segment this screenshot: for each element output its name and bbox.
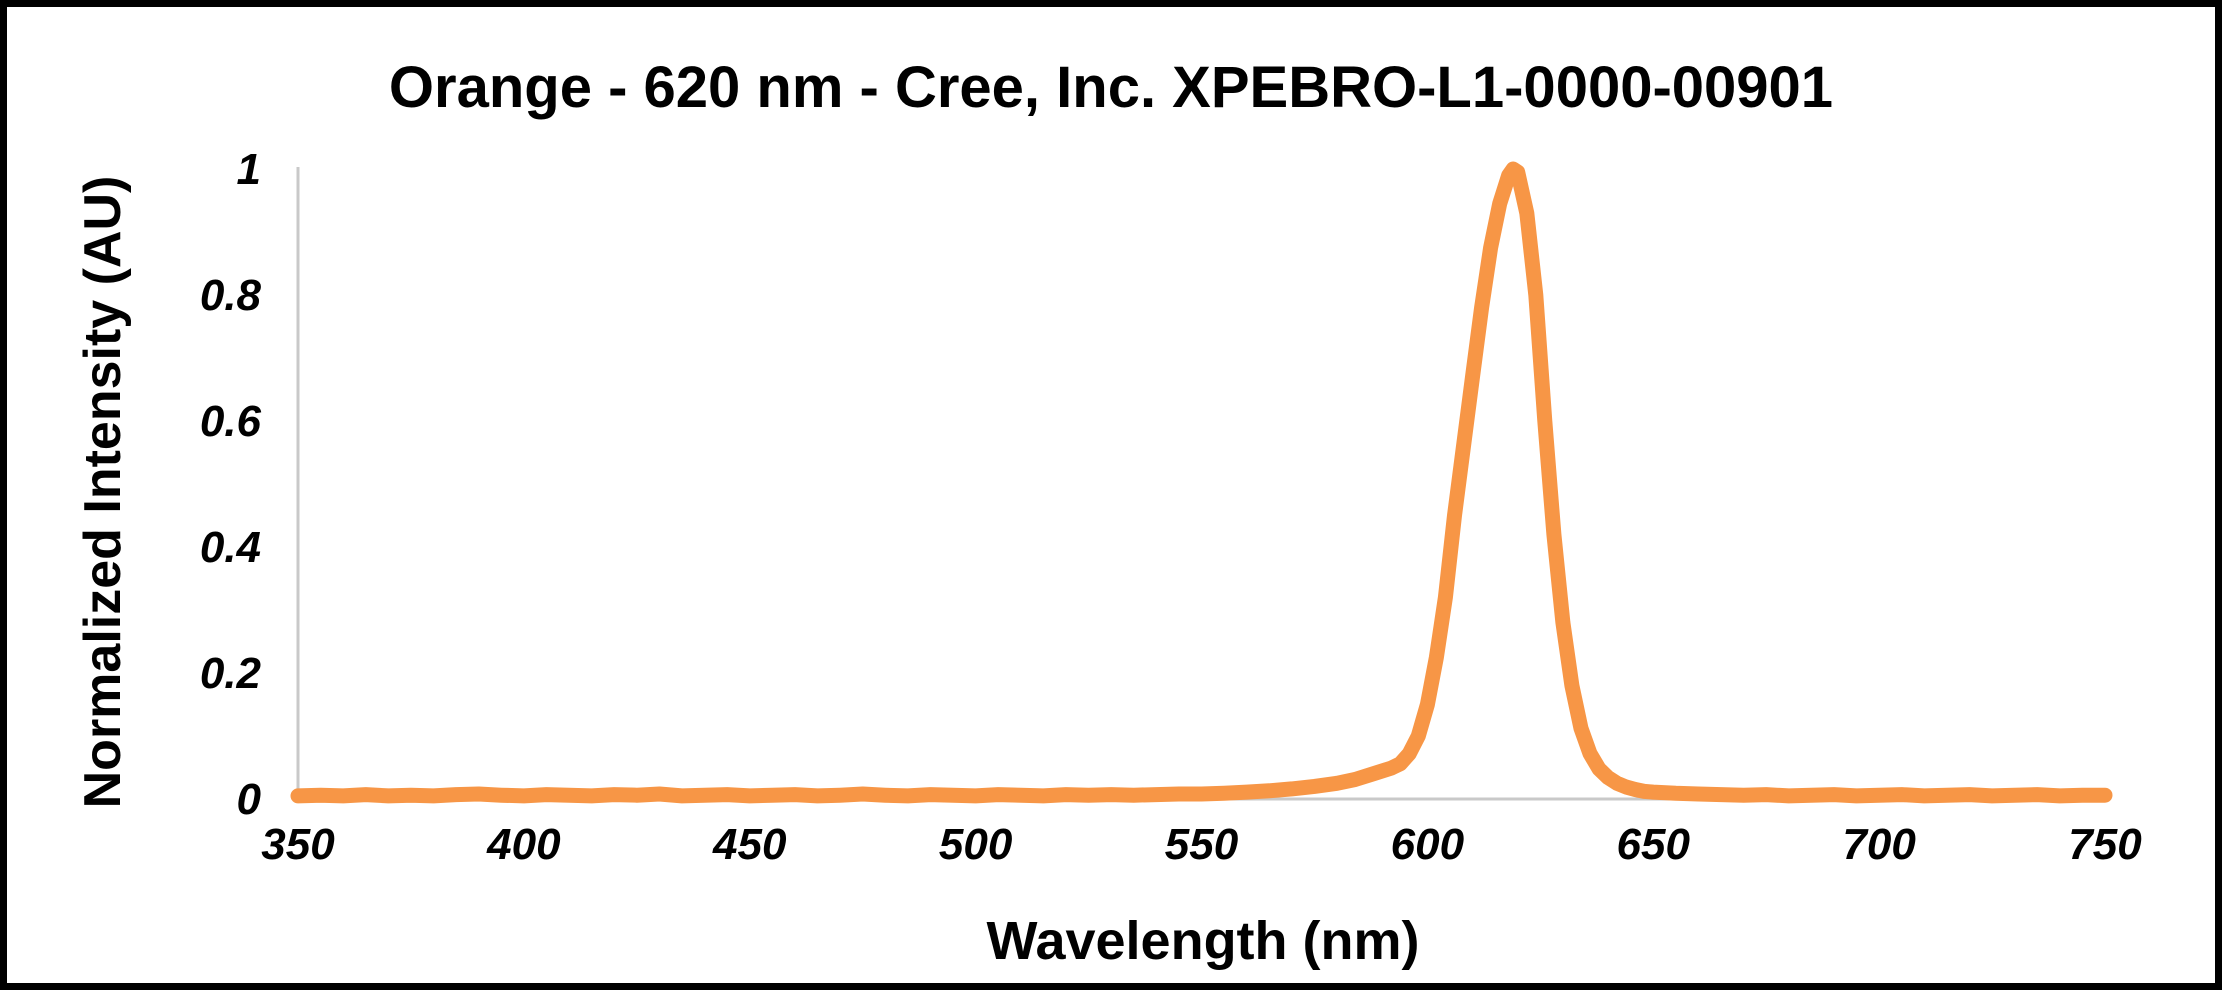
x-tick-label: 600 (1391, 820, 1465, 869)
y-tick-label: 0.2 (200, 649, 262, 698)
y-tick-label: 1 (237, 145, 261, 194)
y-tick-label: 0.6 (200, 397, 262, 446)
y-tick-label: 0 (237, 775, 262, 824)
x-tick-label: 550 (1165, 820, 1239, 869)
spectrum-curve (290, 161, 2113, 804)
x-tick-label: 700 (1842, 820, 1916, 869)
chart-title: Orange - 620 nm - Cree, Inc. XPEBRO-L1-0… (388, 55, 1834, 120)
x-tick-label: 750 (2068, 820, 2142, 869)
x-axis-title: Wavelength (nm) (986, 911, 1420, 971)
x-tick-label: 350 (261, 820, 335, 869)
x-tick-label: 650 (1617, 820, 1691, 869)
x-tick-label: 400 (486, 820, 561, 869)
x-tick-label: 500 (939, 820, 1013, 869)
x-tick-label: 450 (712, 820, 787, 869)
y-tick-label: 0.4 (200, 523, 261, 572)
y-tick-label: 0.8 (200, 271, 262, 320)
spectrum-plot: 350 400 450 500 550 600 650 700 750 0 0.2 0.4 0.6 0.8… (200, 145, 2142, 869)
